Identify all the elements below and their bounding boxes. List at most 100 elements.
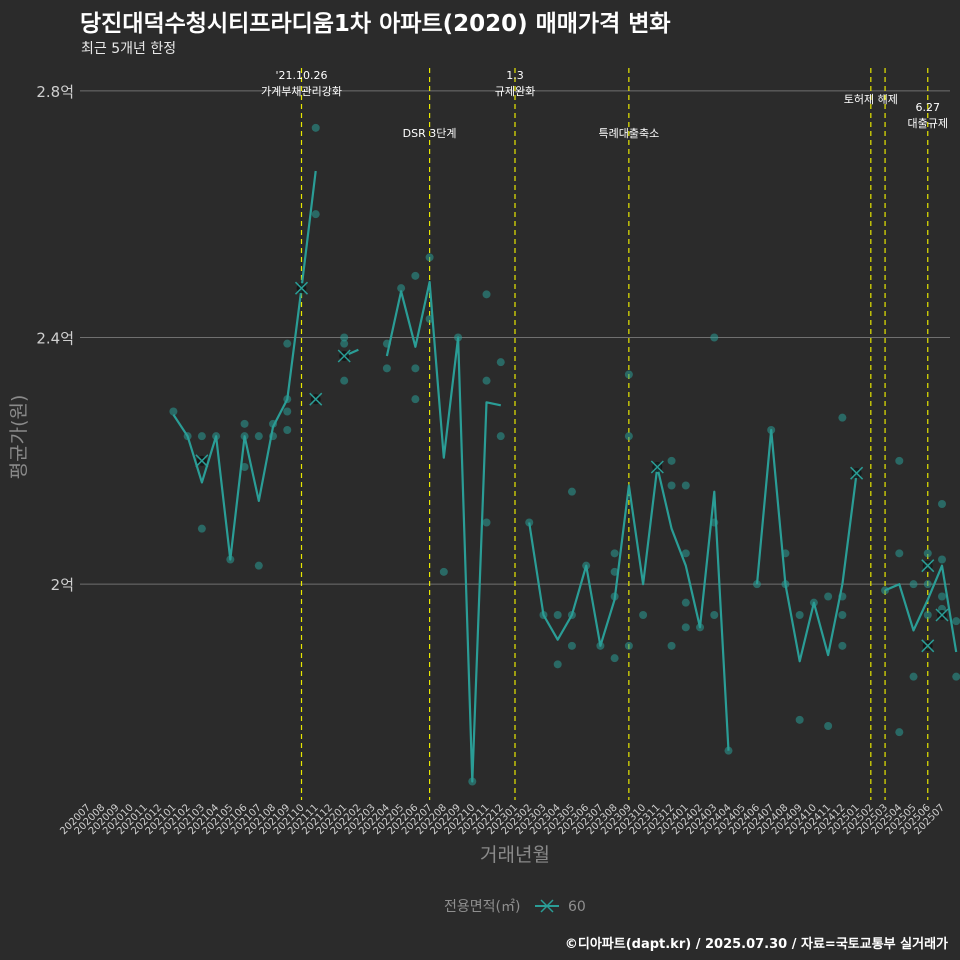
data-point — [567, 641, 576, 650]
data-point — [624, 370, 633, 379]
event-label: 토허제 해제 — [844, 92, 898, 106]
data-point — [496, 358, 505, 367]
event-label: 1.3 — [506, 69, 524, 82]
series-line-60 — [385, 280, 502, 783]
data-point — [667, 456, 676, 465]
x-marker — [850, 466, 864, 480]
data-point — [923, 549, 932, 558]
data-point — [681, 598, 690, 607]
data-point — [938, 500, 946, 508]
data-point — [496, 432, 505, 441]
series-line-60 — [528, 465, 730, 751]
data-point — [283, 407, 292, 416]
data-point — [553, 611, 562, 619]
data-point — [197, 432, 206, 441]
data-point — [240, 419, 249, 428]
data-point — [710, 611, 719, 619]
data-point — [283, 339, 292, 348]
chart-title: 당진대덕수청시티프라디움1차 아파트(2020) 매매가격 변화 — [80, 11, 671, 37]
legend-entry-60: 60 — [568, 899, 586, 915]
series-line-60 — [172, 170, 317, 561]
data-point — [610, 549, 619, 558]
data-point — [411, 395, 420, 404]
data-point — [923, 580, 932, 589]
y-tick-label: 2.4억 — [36, 330, 74, 348]
data-point — [382, 364, 391, 373]
data-point — [838, 641, 847, 650]
data-point — [824, 722, 833, 730]
event-label: 대출규제 — [908, 117, 948, 130]
data-point — [553, 660, 562, 669]
x-axis-title: 거래년월 — [480, 844, 550, 866]
event-label: DSR 3단계 — [403, 127, 457, 140]
data-point — [909, 672, 918, 681]
data-point — [624, 432, 633, 441]
x-marker — [195, 454, 209, 468]
event-label: '21.10.26 — [275, 69, 327, 82]
data-point — [610, 567, 619, 576]
data-point — [311, 123, 320, 132]
data-point — [240, 463, 249, 471]
data-point — [169, 407, 178, 416]
data-point — [667, 481, 676, 490]
source-caption: ©디아파트(dapt.kr) / 2025.07.30 / 자료=국토교통부 실… — [564, 937, 948, 952]
data-point — [838, 413, 847, 422]
data-point — [624, 641, 633, 650]
x-marker — [650, 460, 664, 474]
data-point — [567, 487, 576, 496]
x-marker-cross — [921, 639, 935, 653]
x-marker-cross — [309, 392, 323, 406]
data-point — [895, 456, 904, 465]
data-point — [938, 592, 946, 601]
x-marker — [294, 281, 309, 295]
x-marker — [921, 639, 935, 653]
event-label: 6.27 — [916, 101, 941, 114]
data-point — [340, 333, 349, 342]
x-marker-cross — [935, 608, 949, 622]
line-layer — [172, 170, 958, 783]
x-marker-cross — [195, 454, 209, 468]
event-label: 특례대출축소 — [598, 127, 659, 140]
event-label: 가계부채관리강화 — [261, 85, 342, 98]
data-point — [340, 339, 349, 348]
data-point — [610, 654, 619, 663]
data-point — [952, 617, 960, 626]
data-point — [311, 210, 320, 219]
data-point — [411, 364, 420, 373]
data-point — [681, 623, 690, 632]
data-point — [340, 376, 349, 385]
data-point — [283, 426, 292, 434]
data-point — [795, 611, 804, 619]
legend-title: 전용면적(㎡) — [444, 899, 520, 915]
data-point — [881, 586, 890, 595]
x-marker-cross — [921, 559, 935, 573]
x-marker — [337, 349, 351, 363]
chart-subtitle: 최근 5개년 한정 — [81, 41, 177, 57]
data-point — [639, 611, 648, 619]
x-marker — [935, 608, 949, 622]
data-point — [482, 376, 491, 385]
data-point — [681, 549, 690, 558]
x-marker-cross — [337, 349, 351, 363]
data-point — [667, 641, 676, 650]
data-point — [254, 432, 263, 441]
y-tick-label: 2.8억 — [36, 83, 74, 101]
y-tick-label: 2억 — [51, 576, 74, 594]
marker-layer — [195, 281, 949, 653]
legend-x-marker-icon — [540, 899, 554, 913]
data-point — [952, 672, 960, 681]
data-point — [482, 290, 491, 299]
data-point — [439, 567, 448, 576]
legend: 전용면적(㎡) 60 — [444, 899, 586, 915]
data-point — [482, 518, 491, 527]
series-line-60 — [755, 428, 858, 663]
data-point — [411, 271, 420, 280]
data-point — [795, 715, 804, 724]
data-point — [909, 580, 918, 589]
event-label: 규제완화 — [495, 85, 535, 98]
data-point — [397, 284, 406, 293]
axis-layer: 2억2.4억2.8억202007202008202009202010202011… — [36, 83, 947, 837]
data-point — [824, 592, 833, 601]
